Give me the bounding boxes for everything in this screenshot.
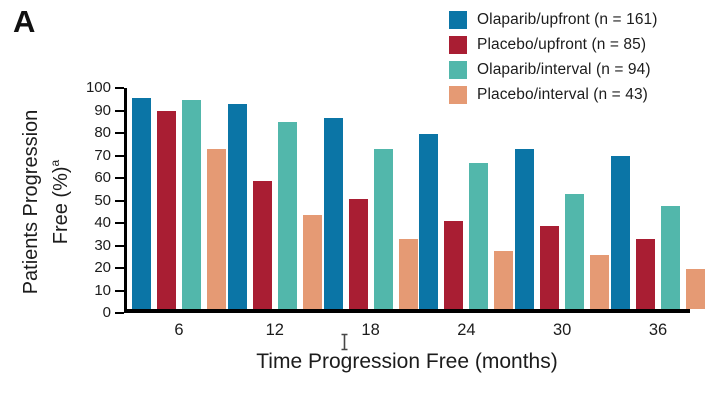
y-axis-tick-label-80: 80 bbox=[94, 124, 111, 141]
bar-placebo-interval-24 bbox=[494, 250, 514, 309]
y-axis-title: Patients Progression Free (%)a bbox=[19, 77, 73, 327]
y-axis-tick-label-0: 0 bbox=[102, 304, 111, 321]
bar-placebo-interval-18 bbox=[398, 239, 418, 309]
legend-label: Olaparib/upfront (n = 161) bbox=[477, 11, 658, 28]
bar-placebo-interval-30 bbox=[590, 255, 610, 309]
bar-olaparib-interval-12 bbox=[277, 122, 297, 309]
y-axis-tick-30 bbox=[115, 244, 124, 247]
bar-placebo-interval-6 bbox=[207, 149, 226, 309]
legend-item-0: Olaparib/upfront (n = 161) bbox=[449, 11, 658, 29]
bar-olaparib-interval-30 bbox=[565, 194, 585, 309]
legend-swatch bbox=[449, 61, 467, 79]
x-axis-tick-label-6: 6 bbox=[174, 321, 184, 339]
bar-placebo-upfront-18 bbox=[348, 198, 368, 309]
bar-group-6 bbox=[132, 97, 226, 309]
bar-placebo-interval-12 bbox=[302, 214, 322, 309]
y-axis-tick-label-90: 90 bbox=[94, 101, 111, 119]
y-axis-tick-60 bbox=[115, 177, 124, 179]
x-axis-tick-label-30: 30 bbox=[553, 321, 572, 339]
bar-olaparib-interval-36 bbox=[661, 205, 680, 309]
legend-item-2: Olaparib/interval (n = 94) bbox=[449, 61, 658, 79]
bar-olaparib-upfront-36 bbox=[611, 156, 630, 309]
y-axis-tick-40 bbox=[115, 222, 124, 224]
y-axis-tick-label-60: 60 bbox=[94, 169, 111, 186]
bar-placebo-upfront-24 bbox=[444, 221, 464, 309]
y-axis-tick-label-100: 100 bbox=[85, 79, 111, 96]
bar-placebo-interval-36 bbox=[686, 268, 705, 309]
y-axis-tick-label-30: 30 bbox=[94, 236, 111, 254]
bar-group-18 bbox=[323, 117, 418, 309]
x-axis-tick-label-12: 12 bbox=[265, 321, 284, 339]
y-axis-title-superscript: a bbox=[48, 159, 63, 167]
bar-placebo-upfront-6 bbox=[157, 111, 176, 309]
legend-label: Olaparib/interval (n = 94) bbox=[477, 61, 651, 78]
y-axis-tick-20 bbox=[115, 267, 124, 269]
plot-area: 0 10 20 30 40 50 60 70 80 90 100 6 12 18 24 30 36 bbox=[86, 79, 705, 339]
y-axis-tick-label-50: 50 bbox=[94, 191, 111, 209]
bar-olaparib-interval-24 bbox=[469, 162, 489, 309]
x-axis-tick-label-36: 36 bbox=[648, 321, 668, 339]
y-axis-tick-80 bbox=[115, 132, 124, 134]
legend-item-1: Placebo/upfront (n = 85) bbox=[449, 36, 658, 54]
bar-olaparib-upfront-6 bbox=[132, 97, 151, 309]
y-axis-tick-label-10: 10 bbox=[94, 281, 111, 299]
legend-label: Placebo/upfront (n = 85) bbox=[477, 36, 647, 53]
y-axis-tick-label-40: 40 bbox=[94, 214, 111, 231]
x-axis-tick-label-18: 18 bbox=[361, 321, 380, 339]
text-cursor-ibeam bbox=[339, 333, 350, 356]
legend-label: Placebo/interval (n = 43) bbox=[477, 86, 648, 103]
y-axis-title-line1: Patients Progression bbox=[20, 109, 43, 295]
y-axis-tick-0 bbox=[115, 312, 124, 314]
panel-label: A bbox=[13, 4, 36, 39]
bar-group-12 bbox=[227, 104, 322, 309]
y-axis-tick-label-70: 70 bbox=[94, 146, 111, 164]
y-axis-tick-90 bbox=[115, 109, 124, 112]
bar-placebo-upfront-36 bbox=[636, 239, 655, 309]
bar-olaparib-upfront-24 bbox=[419, 133, 439, 309]
y-axis-tick-label-20: 20 bbox=[94, 259, 111, 276]
bar-olaparib-upfront-30 bbox=[515, 149, 535, 309]
y-axis-tick-50 bbox=[115, 199, 124, 202]
bar-olaparib-interval-6 bbox=[182, 99, 201, 309]
legend-item-3: Placebo/interval (n = 43) bbox=[449, 86, 658, 104]
bar-placebo-upfront-12 bbox=[252, 180, 272, 309]
x-axis-tick-label-24: 24 bbox=[457, 321, 476, 339]
bar-group-24 bbox=[419, 133, 514, 309]
legend-swatch bbox=[449, 36, 467, 54]
x-axis-title: Time Progression Free (months) bbox=[256, 350, 558, 373]
y-axis-tick-100 bbox=[115, 87, 124, 89]
bar-olaparib-upfront-12 bbox=[227, 104, 247, 309]
bar-olaparib-upfront-18 bbox=[323, 117, 343, 309]
bar-group-30 bbox=[515, 149, 610, 309]
legend-swatch bbox=[449, 86, 467, 104]
bar-group-36 bbox=[611, 156, 705, 309]
bar-olaparib-interval-18 bbox=[373, 149, 393, 309]
y-axis-tick-10 bbox=[115, 289, 124, 292]
legend-swatch bbox=[449, 11, 467, 29]
legend: Olaparib/upfront (n = 161) Placebo/upfron… bbox=[449, 11, 658, 104]
y-axis-tick-70 bbox=[115, 154, 124, 157]
bar-placebo-upfront-30 bbox=[540, 225, 560, 309]
